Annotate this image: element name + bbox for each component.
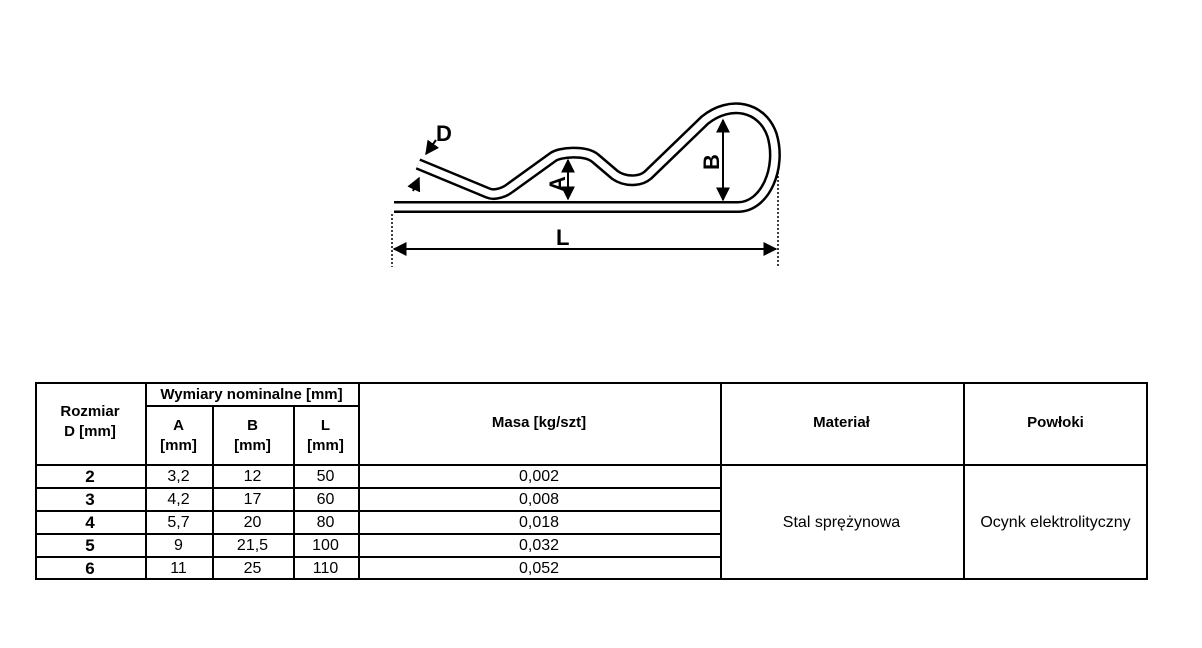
table-cell-size: 5 (85, 535, 95, 555)
table-cell-b: 12 (243, 467, 262, 485)
header-l: L [mm] (293, 408, 358, 464)
header-size: Rozmiar D [mm] (35, 400, 145, 444)
table-cell-a: 4,2 (167, 490, 190, 508)
table-cell-a: 11 (170, 559, 187, 577)
table-cell-size: 4 (85, 512, 95, 532)
table-divider (720, 382, 722, 580)
table-divider (145, 382, 147, 580)
header-a: A [mm] (145, 408, 212, 464)
table-cell-b: 20 (243, 513, 262, 531)
header-size-line2: D [mm] (64, 423, 116, 440)
label-b: B (699, 154, 724, 170)
table-cell-l: 50 (316, 467, 335, 485)
table-divider (35, 487, 720, 489)
label-d: D (436, 121, 452, 146)
table-cell-a: 9 (174, 536, 183, 554)
header-dimensions-group: Wymiary nominalne [mm] (160, 385, 343, 403)
r-clip-drawing: D A B L (391, 102, 781, 267)
specification-table (35, 382, 1148, 580)
table-cell-mass: 0,002 (518, 467, 560, 485)
table-cell-size: 6 (85, 558, 95, 578)
table-cell-size: 2 (85, 466, 95, 486)
table-divider (358, 382, 360, 580)
label-a: A (545, 176, 570, 192)
header-l-label: L (320, 417, 331, 434)
table-cell-b: 17 (243, 490, 262, 508)
dimension-d-arrow-top (425, 139, 440, 156)
table-cell-b: 25 (243, 559, 262, 577)
header-a-label: A (173, 417, 184, 434)
table-cell-mass: 0,052 (518, 559, 560, 577)
dimension-d-arrow-bottom (407, 176, 421, 193)
label-l: L (556, 225, 569, 250)
table-cell-l: 110 (312, 559, 339, 577)
table-divider (293, 406, 295, 580)
table-cell-l: 60 (316, 490, 335, 508)
header-b: B [mm] (212, 408, 293, 464)
table-divider (963, 382, 965, 580)
table-divider (35, 510, 720, 512)
header-material: Materiał (813, 414, 870, 431)
table-cell-a: 3,2 (167, 467, 190, 485)
header-b-label: B (247, 417, 258, 434)
header-b-unit: [mm] (234, 437, 271, 454)
coating-value: Ocynk elektrolityczny (980, 513, 1131, 531)
table-cell-l: 100 (312, 536, 339, 554)
table-cell-mass: 0,008 (518, 490, 560, 508)
table-divider (35, 533, 720, 535)
header-mass: Masa [kg/szt] (491, 414, 587, 431)
r-clip-wire (394, 102, 781, 213)
table-cell-a: 5,7 (167, 513, 190, 531)
table-cell-b: 21,5 (236, 536, 269, 554)
table-divider (35, 556, 720, 558)
header-coating: Powłoki (1027, 414, 1084, 431)
table-divider (145, 405, 358, 407)
material-value: Stal sprężynowa (782, 513, 901, 531)
table-divider (35, 464, 1148, 466)
header-size-line1: Rozmiar (60, 403, 120, 420)
table-cell-mass: 0,018 (518, 513, 560, 531)
table-cell-l: 80 (316, 513, 335, 531)
table-cell-mass: 0,032 (518, 536, 560, 554)
header-l-unit: [mm] (307, 437, 344, 454)
table-cell-size: 3 (85, 489, 95, 509)
table-divider (212, 406, 214, 580)
header-a-unit: [mm] (160, 437, 197, 454)
